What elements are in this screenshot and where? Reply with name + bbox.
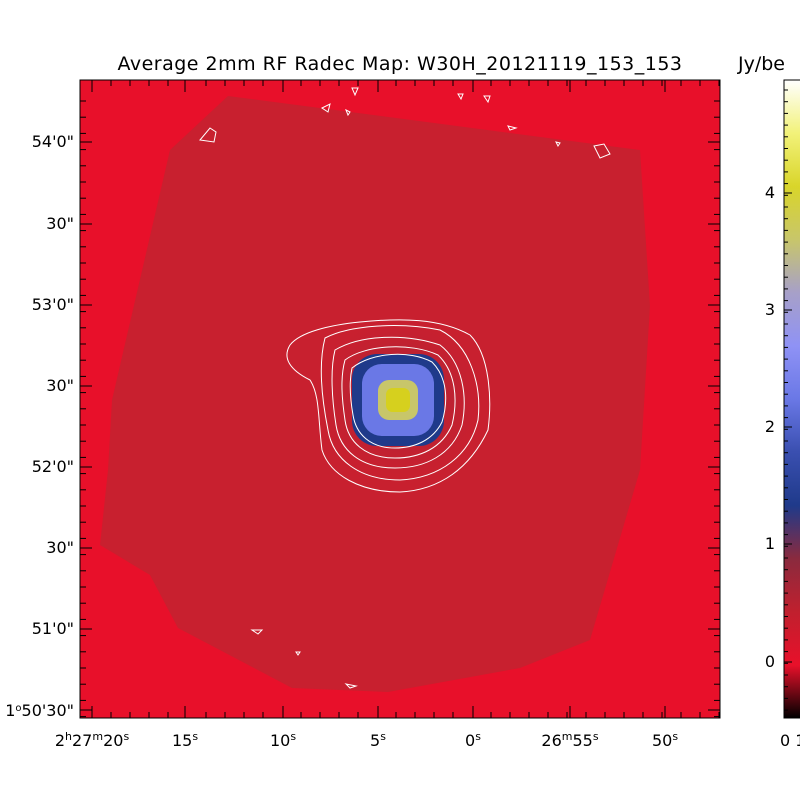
dec-tick-label-bottom: 1o50'30" <box>5 701 74 720</box>
noise-contour <box>199 127 217 143</box>
dec-tick-label: 30" <box>46 214 74 233</box>
colorbar-tick-label: 1 <box>765 534 775 553</box>
noise-contour <box>507 125 518 131</box>
colorbar-ticks <box>784 89 792 711</box>
noise-contour <box>321 103 331 113</box>
noise-contour <box>483 95 491 104</box>
noise-contour <box>593 143 611 159</box>
noise-contour <box>457 93 464 101</box>
source-layer <box>386 388 410 412</box>
axis-ticks <box>80 80 720 718</box>
colorbar-tick-label: 4 <box>765 183 775 202</box>
dec-tick-label: 54'0" <box>32 132 74 151</box>
ra-axis-labels: 2h27m20s 15s 10s 5s 0s 26m55s 50s <box>55 730 678 751</box>
colorbar-tick-label: 3 <box>765 300 775 319</box>
dec-tick-label: 53'0" <box>32 295 74 314</box>
map-title: Average 2mm RF Radec Map: W30H_20121119_… <box>117 53 682 75</box>
dec-tick-label: 30" <box>46 376 74 395</box>
noise-contour <box>345 108 351 117</box>
dec-tick-label: 51'0" <box>32 619 74 638</box>
noise-contours <box>199 87 611 689</box>
flux-contours <box>286 319 491 493</box>
ra-tick-label: 26m55s <box>541 730 598 751</box>
colorbar-tick-labels: 4 3 2 1 0 <box>765 183 775 671</box>
flux-contour <box>320 325 480 481</box>
colorbar-tick-label: 0 <box>765 652 775 671</box>
bright-source <box>352 354 444 446</box>
noise-contour <box>344 683 358 689</box>
dec-tick-label: 52'0" <box>32 457 74 476</box>
noise-contour <box>351 87 359 97</box>
noise-contour <box>555 141 561 147</box>
ra-tick-label: 5s <box>370 730 386 751</box>
map-plot <box>80 80 720 718</box>
dec-tick-label: 30" <box>46 538 74 557</box>
colorbar-tick-label: 2 <box>765 417 775 436</box>
noise-contour <box>250 629 264 635</box>
colorbar-bottom-label: 0 1 <box>780 731 800 750</box>
ra-tick-label: 0s <box>465 730 481 751</box>
flux-contour <box>341 346 456 459</box>
colorbar-scale <box>783 79 800 719</box>
flux-contour <box>349 353 447 449</box>
plot-frame <box>79 79 721 719</box>
colorbar-unit-label: Jy/be <box>737 53 785 75</box>
flux-contour <box>331 336 465 469</box>
ra-tick-label: 15s <box>172 730 198 751</box>
ra-tick-label: 10s <box>270 730 296 751</box>
ra-tick-label: 50s <box>652 730 678 751</box>
flux-contour <box>286 319 491 493</box>
dec-axis-labels: 54'0" 30" 53'0" 30" 52'0" 30" 51'0" 1o50… <box>5 132 74 720</box>
noise-contour <box>295 651 301 656</box>
ra-tick-label: 2h27m20s <box>55 730 130 751</box>
